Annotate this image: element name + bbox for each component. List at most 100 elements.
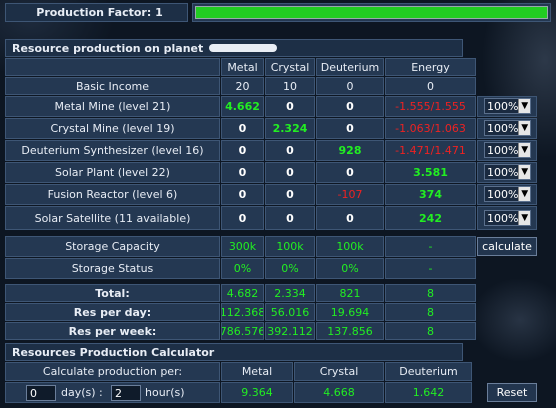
row-deuterium-synth-label: Deuterium Synthesizer (level 16) bbox=[5, 140, 220, 161]
row-deuterium-synth-deuterium: 928 bbox=[316, 140, 384, 161]
res-per-week-metal: 786.576 bbox=[221, 322, 264, 340]
metal-mine-percent-value: 100% bbox=[487, 99, 519, 113]
reset-button[interactable]: Reset bbox=[487, 383, 537, 402]
row-metal-mine-deuterium: 0 bbox=[316, 96, 384, 117]
basic-income-metal: 20 bbox=[221, 77, 264, 95]
res-per-week-energy: 8 bbox=[385, 322, 476, 340]
production-table-header: Resource production on planet bbox=[5, 39, 463, 57]
production-header-text: Resource production on planet bbox=[12, 41, 204, 55]
row-solar-plant-energy: 3.581 bbox=[385, 162, 476, 183]
fusion-reactor-percent-value: 100% bbox=[487, 187, 519, 201]
row-solar-plant-label: Solar Plant (level 22) bbox=[5, 162, 220, 183]
col-header-energy: Energy bbox=[385, 58, 476, 76]
storage-capacity-label: Storage Capacity bbox=[5, 236, 220, 257]
row-solar-satellite-crystal: 0 bbox=[265, 206, 315, 230]
total-energy: 8 bbox=[385, 284, 476, 302]
chevron-down-icon: ▼ bbox=[518, 99, 530, 113]
fusion-reactor-percent-select[interactable]: 100% ▼ bbox=[484, 186, 531, 202]
chevron-down-icon: ▼ bbox=[518, 121, 530, 135]
row-solar-satellite-metal: 0 bbox=[221, 206, 264, 230]
storage-status-metal: 0% bbox=[221, 258, 264, 279]
calculator-header: Resources Production Calculator bbox=[5, 343, 463, 361]
row-deuterium-synth-metal: 0 bbox=[221, 140, 264, 161]
row-solar-plant-metal: 0 bbox=[221, 162, 264, 183]
basic-income-energy: 0 bbox=[385, 77, 476, 95]
total-metal: 4.682 bbox=[221, 284, 264, 302]
row-fusion-reactor-crystal: 0 bbox=[265, 184, 315, 205]
row-fusion-reactor-metal: 0 bbox=[221, 184, 264, 205]
storage-status-crystal: 0% bbox=[265, 258, 315, 279]
col-header-blank bbox=[5, 58, 220, 76]
col-header-crystal: Crystal bbox=[265, 58, 315, 76]
hours-input[interactable]: 2 bbox=[111, 385, 141, 401]
metal-mine-percent-select[interactable]: 100% ▼ bbox=[484, 98, 531, 114]
row-metal-mine-crystal: 0 bbox=[265, 96, 315, 117]
row-metal-mine-metal: 4.662 bbox=[221, 96, 264, 117]
basic-income-label: Basic Income bbox=[5, 77, 220, 95]
chevron-down-icon: ▼ bbox=[518, 143, 530, 157]
row-solar-satellite-label: Solar Satellite (11 available) bbox=[5, 206, 220, 230]
solar-satellite-percent-select[interactable]: 100% ▼ bbox=[484, 210, 531, 226]
row-solar-plant-deuterium: 0 bbox=[316, 162, 384, 183]
calc-result-crystal: 4.668 bbox=[294, 382, 384, 403]
row-deuterium-synth-energy: -1.471/1.471 bbox=[385, 140, 476, 161]
row-solar-satellite-energy: 242 bbox=[385, 206, 476, 230]
row-metal-mine-energy: -1.555/1.555 bbox=[385, 96, 476, 117]
row-crystal-mine-metal: 0 bbox=[221, 118, 264, 139]
storage-capacity-deuterium: 100k bbox=[316, 236, 384, 257]
days-label: day(s) : bbox=[61, 386, 103, 399]
res-per-day-crystal: 56.016 bbox=[265, 303, 315, 321]
days-input[interactable]: 0 bbox=[26, 385, 56, 401]
row-crystal-mine-energy: -1.063/1.063 bbox=[385, 118, 476, 139]
res-per-day-deuterium: 19.694 bbox=[316, 303, 384, 321]
hours-label: hour(s) bbox=[145, 386, 185, 399]
total-deuterium: 821 bbox=[316, 284, 384, 302]
calc-col-crystal: Crystal bbox=[294, 362, 384, 381]
calc-col-metal: Metal bbox=[221, 362, 293, 381]
chevron-down-icon: ▼ bbox=[518, 211, 530, 225]
total-label: Total: bbox=[5, 284, 220, 302]
res-per-day-label: Res per day: bbox=[5, 303, 220, 321]
res-per-day-energy: 8 bbox=[385, 303, 476, 321]
basic-income-crystal: 10 bbox=[265, 77, 315, 95]
storage-status-label: Storage Status bbox=[5, 258, 220, 279]
deuterium-synth-percent-select[interactable]: 100% ▼ bbox=[484, 142, 531, 158]
calc-col-deuterium: Deuterium bbox=[385, 362, 472, 381]
total-crystal: 2.334 bbox=[265, 284, 315, 302]
row-metal-mine-label: Metal Mine (level 21) bbox=[5, 96, 220, 117]
res-per-week-label: Res per week: bbox=[5, 322, 220, 340]
production-factor-bar-fill bbox=[195, 6, 548, 19]
res-per-week-deuterium: 137.856 bbox=[316, 322, 384, 340]
row-deuterium-synth-crystal: 0 bbox=[265, 140, 315, 161]
col-header-metal: Metal bbox=[221, 58, 264, 76]
deuterium-synth-percent-value: 100% bbox=[487, 143, 519, 157]
storage-status-deuterium: 0% bbox=[316, 258, 384, 279]
crystal-mine-percent-value: 100% bbox=[487, 121, 519, 135]
res-per-week-crystal: 392.112 bbox=[265, 322, 315, 340]
row-fusion-reactor-energy: 374 bbox=[385, 184, 476, 205]
basic-income-deuterium: 0 bbox=[316, 77, 384, 95]
storage-status-energy: - bbox=[385, 258, 476, 279]
storage-capacity-crystal: 100k bbox=[265, 236, 315, 257]
row-solar-satellite-deuterium: 0 bbox=[316, 206, 384, 230]
solar-plant-percent-select[interactable]: 100% ▼ bbox=[484, 164, 531, 180]
chevron-down-icon: ▼ bbox=[518, 187, 530, 201]
solar-satellite-percent-value: 100% bbox=[487, 211, 519, 225]
row-crystal-mine-label: Crystal Mine (level 19) bbox=[5, 118, 220, 139]
row-fusion-reactor-deuterium: -107 bbox=[316, 184, 384, 205]
calculator-prompt: Calculate production per: bbox=[5, 362, 220, 381]
res-per-day-metal: 112.368 bbox=[221, 303, 264, 321]
calc-result-metal: 9.364 bbox=[221, 382, 293, 403]
production-factor-label: Production Factor: 1 bbox=[5, 3, 188, 22]
solar-plant-percent-value: 100% bbox=[487, 165, 519, 179]
crystal-mine-percent-select[interactable]: 100% ▼ bbox=[484, 120, 531, 136]
row-crystal-mine-deuterium: 0 bbox=[316, 118, 384, 139]
calculate-button[interactable]: calculate bbox=[477, 237, 537, 256]
chevron-down-icon: ▼ bbox=[518, 165, 530, 179]
row-solar-plant-crystal: 0 bbox=[265, 162, 315, 183]
row-fusion-reactor-label: Fusion Reactor (level 6) bbox=[5, 184, 220, 205]
planet-name-redacted bbox=[209, 44, 278, 52]
col-header-deuterium: Deuterium bbox=[316, 58, 384, 76]
row-crystal-mine-crystal: 2.324 bbox=[265, 118, 315, 139]
storage-capacity-energy: - bbox=[385, 236, 476, 257]
